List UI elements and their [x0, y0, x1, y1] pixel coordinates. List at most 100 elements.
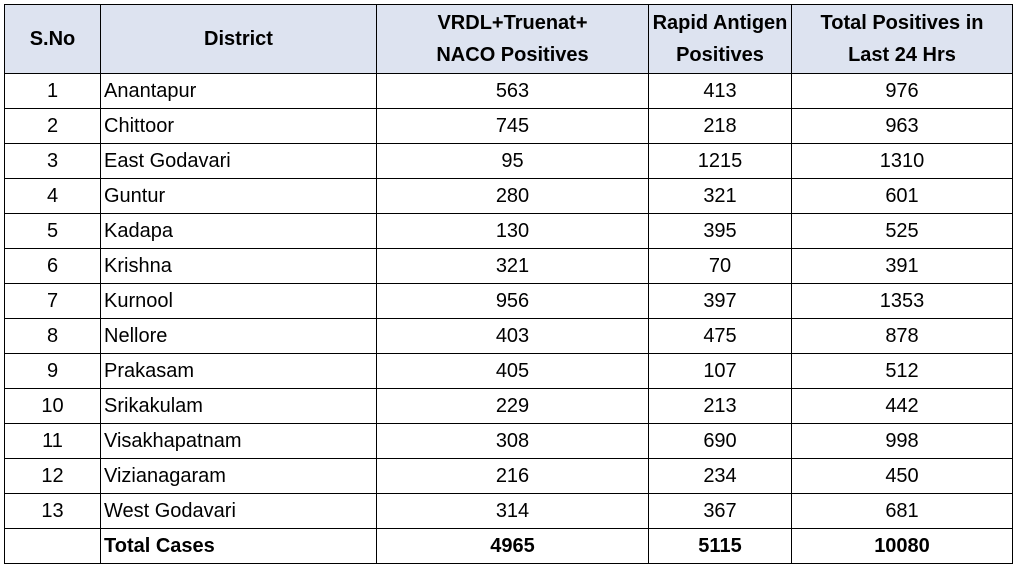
district-cell: Chittoor	[100, 108, 377, 144]
vrdl-cell: 405	[376, 353, 649, 389]
header-row: S.No District VRDL+Truenat+ NACO Positiv…	[4, 4, 1013, 74]
vrdl-cell: 745	[376, 108, 649, 144]
rapid-antigen-cell: 413	[648, 73, 792, 109]
header-vrdl-line-2: NACO Positives	[436, 44, 589, 66]
total-cell: 1310	[791, 143, 1013, 179]
table-row: 11 Visakhapatnam 308 690 998	[4, 423, 1013, 459]
total-cell: 450	[791, 458, 1013, 494]
total-label-cell: Total Cases	[100, 528, 377, 564]
table-row: 4 Guntur 280 321 601	[4, 178, 1013, 214]
total-cell: 681	[791, 493, 1013, 529]
vrdl-cell: 314	[376, 493, 649, 529]
header-district: District	[100, 4, 377, 74]
vrdl-cell: 229	[376, 388, 649, 424]
total-cell: 976	[791, 73, 1013, 109]
total-cell: 391	[791, 248, 1013, 284]
rapid-antigen-cell: 107	[648, 353, 792, 389]
vrdl-cell: 321	[376, 248, 649, 284]
district-cell: Krishna	[100, 248, 377, 284]
district-cell: Srikakulam	[100, 388, 377, 424]
header-total-positives: Total Positives in Last 24 Hrs	[791, 4, 1013, 74]
district-cell: Prakasam	[100, 353, 377, 389]
district-cell: East Godavari	[100, 143, 377, 179]
vrdl-cell: 403	[376, 318, 649, 354]
header-district-line: District	[204, 28, 273, 50]
rapid-antigen-cell: 397	[648, 283, 792, 319]
table-body: 1 Anantapur 563 413 976 2 Chittoor 745 218 963 3 Ea…	[4, 73, 1013, 564]
table-row: 13 West Godavari 314 367 681	[4, 493, 1013, 529]
table-row: 6 Krishna 321 70 391	[4, 248, 1013, 284]
sno-cell: 10	[4, 388, 101, 424]
district-cell: Guntur	[100, 178, 377, 214]
sno-cell: 1	[4, 73, 101, 109]
table-row: 7 Kurnool 956 397 1353	[4, 283, 1013, 319]
district-cell: Kurnool	[100, 283, 377, 319]
table-row: 12 Vizianagaram 216 234 450	[4, 458, 1013, 494]
sno-cell: 6	[4, 248, 101, 284]
total-overall-cell: 10080	[791, 528, 1013, 564]
district-cell: Anantapur	[100, 73, 377, 109]
vrdl-cell: 563	[376, 73, 649, 109]
total-rapid-antigen-cell: 5115	[648, 528, 792, 564]
header-sno: S.No	[4, 4, 101, 74]
header-total-line-1: Total Positives in	[820, 12, 984, 34]
rapid-antigen-cell: 475	[648, 318, 792, 354]
district-cell: Nellore	[100, 318, 377, 354]
total-cell: 963	[791, 108, 1013, 144]
district-cell: Kadapa	[100, 213, 377, 249]
sno-cell: 5	[4, 213, 101, 249]
district-positives-table: S.No District VRDL+Truenat+ NACO Positiv…	[4, 4, 1013, 564]
rapid-antigen-cell: 218	[648, 108, 792, 144]
header-vrdl-line-1: VRDL+Truenat+	[437, 12, 588, 34]
sno-cell: 11	[4, 423, 101, 459]
sno-cell: 9	[4, 353, 101, 389]
header-rapid-line-2: Positives	[676, 44, 764, 66]
total-cell: 998	[791, 423, 1013, 459]
sno-cell: 12	[4, 458, 101, 494]
district-cell: Vizianagaram	[100, 458, 377, 494]
table-row: 1 Anantapur 563 413 976	[4, 73, 1013, 109]
table-row: 10 Srikakulam 229 213 442	[4, 388, 1013, 424]
total-cell: 601	[791, 178, 1013, 214]
rapid-antigen-cell: 234	[648, 458, 792, 494]
total-cell: 442	[791, 388, 1013, 424]
total-sno-cell	[4, 528, 101, 564]
header-vrdl-truenat-naco: VRDL+Truenat+ NACO Positives	[376, 4, 649, 74]
header-total-line-2: Last 24 Hrs	[848, 44, 956, 66]
total-vrdl-cell: 4965	[376, 528, 649, 564]
table-row: 2 Chittoor 745 218 963	[4, 108, 1013, 144]
rapid-antigen-cell: 321	[648, 178, 792, 214]
rapid-antigen-cell: 213	[648, 388, 792, 424]
rapid-antigen-cell: 70	[648, 248, 792, 284]
vrdl-cell: 216	[376, 458, 649, 494]
sno-cell: 8	[4, 318, 101, 354]
sno-cell: 13	[4, 493, 101, 529]
district-cell: Visakhapatnam	[100, 423, 377, 459]
header-sno-line: S.No	[29, 28, 76, 50]
sno-cell: 4	[4, 178, 101, 214]
district-positives-table-container: S.No District VRDL+Truenat+ NACO Positiv…	[4, 4, 1013, 564]
sno-cell: 7	[4, 283, 101, 319]
table-row: 8 Nellore 403 475 878	[4, 318, 1013, 354]
rapid-antigen-cell: 395	[648, 213, 792, 249]
header-rapid-antigen: Rapid Antigen Positives	[648, 4, 792, 74]
vrdl-cell: 95	[376, 143, 649, 179]
total-cell: 1353	[791, 283, 1013, 319]
sno-cell: 2	[4, 108, 101, 144]
vrdl-cell: 280	[376, 178, 649, 214]
total-row: Total Cases 4965 5115 10080	[4, 528, 1013, 564]
vrdl-cell: 956	[376, 283, 649, 319]
vrdl-cell: 130	[376, 213, 649, 249]
table-row: 3 East Godavari 95 1215 1310	[4, 143, 1013, 179]
table-row: 9 Prakasam 405 107 512	[4, 353, 1013, 389]
rapid-antigen-cell: 367	[648, 493, 792, 529]
total-cell: 878	[791, 318, 1013, 354]
rapid-antigen-cell: 1215	[648, 143, 792, 179]
total-cell: 512	[791, 353, 1013, 389]
vrdl-cell: 308	[376, 423, 649, 459]
rapid-antigen-cell: 690	[648, 423, 792, 459]
district-cell: West Godavari	[100, 493, 377, 529]
table-row: 5 Kadapa 130 395 525	[4, 213, 1013, 249]
header-rapid-line-1: Rapid Antigen	[652, 12, 788, 34]
sno-cell: 3	[4, 143, 101, 179]
